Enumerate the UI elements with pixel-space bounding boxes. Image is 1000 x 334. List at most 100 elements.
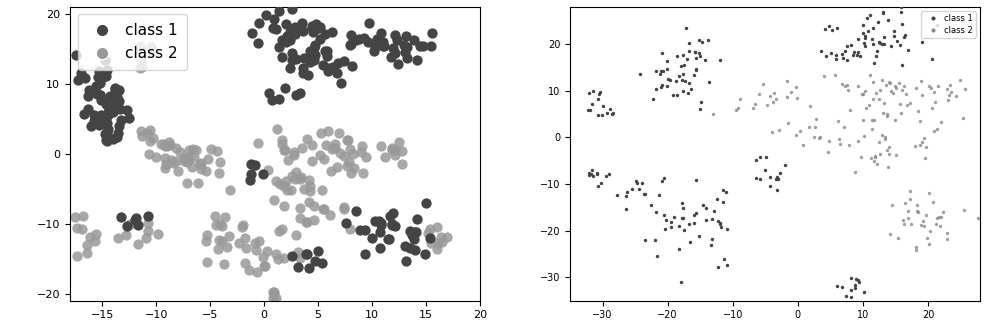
Point: [795, 142, 811, 147]
Point: [856, 289, 872, 294]
Point: [342, 42, 358, 47]
Point: [828, 57, 844, 62]
Point: [138, 235, 154, 240]
Point: [839, 43, 855, 48]
Point: [896, 84, 912, 89]
Point: [375, 40, 391, 45]
Point: [284, 254, 300, 259]
Point: [821, 138, 837, 143]
Point: [813, 48, 829, 53]
Point: [296, 186, 312, 191]
Point: [715, 199, 731, 205]
Point: [865, 26, 881, 31]
Point: [348, 37, 364, 42]
Point: [880, 165, 896, 170]
Point: [912, 118, 928, 123]
Point: [651, 192, 667, 197]
Point: [377, 155, 393, 160]
Point: [364, 235, 380, 240]
Point: [290, 265, 306, 270]
Point: [675, 53, 691, 58]
Point: [769, 174, 785, 179]
Point: [824, 27, 840, 32]
Point: [387, 50, 403, 56]
Point: [251, 238, 267, 244]
Point: [871, 97, 887, 102]
Point: [893, 5, 909, 10]
Point: [802, 104, 818, 109]
Point: [399, 44, 415, 49]
Point: [180, 155, 196, 160]
Point: [659, 66, 675, 72]
Point: [841, 142, 857, 148]
Point: [301, 199, 317, 204]
Point: [341, 159, 357, 164]
Point: [259, 248, 275, 254]
Point: [902, 196, 918, 201]
Point: [373, 220, 389, 225]
Point: [170, 168, 186, 173]
Point: [692, 106, 708, 111]
Point: [887, 118, 903, 123]
Point: [823, 50, 839, 56]
Point: [893, 110, 909, 115]
Point: [663, 224, 679, 229]
Point: [286, 27, 302, 32]
Point: [874, 77, 890, 83]
Point: [675, 89, 691, 94]
Point: [274, 37, 290, 42]
Point: [862, 72, 878, 77]
Point: [688, 210, 704, 215]
Point: [88, 231, 104, 237]
Point: [158, 161, 174, 167]
Point: [92, 80, 108, 86]
Point: [894, 62, 910, 67]
Point: [834, 51, 850, 56]
Point: [593, 180, 609, 186]
Point: [231, 240, 247, 245]
Point: [637, 192, 653, 197]
Point: [357, 227, 373, 232]
Point: [243, 171, 259, 177]
Point: [907, 143, 923, 148]
Point: [682, 239, 698, 244]
Point: [344, 63, 360, 68]
Point: [308, 21, 324, 26]
Point: [423, 240, 439, 245]
Point: [422, 226, 438, 231]
Point: [914, 39, 930, 44]
Point: [132, 43, 148, 48]
Point: [319, 49, 335, 54]
Point: [288, 170, 304, 175]
Point: [277, 86, 293, 91]
Point: [121, 115, 137, 121]
Point: [933, 214, 949, 219]
Point: [713, 224, 729, 229]
Point: [783, 89, 799, 94]
Point: [879, 147, 895, 152]
Point: [140, 220, 156, 225]
Point: [918, 145, 934, 150]
Point: [843, 42, 859, 48]
Point: [372, 229, 388, 234]
Point: [704, 216, 720, 221]
Point: [884, 203, 900, 208]
Point: [186, 155, 202, 160]
Point: [268, 251, 284, 257]
Point: [719, 262, 735, 268]
Point: [384, 148, 400, 153]
Point: [140, 213, 156, 219]
Point: [307, 258, 323, 264]
Point: [97, 131, 113, 137]
Point: [779, 94, 795, 100]
Point: [318, 142, 334, 148]
Point: [237, 261, 253, 266]
Legend: class 1, class 2: class 1, class 2: [921, 11, 976, 38]
Point: [705, 112, 721, 117]
Point: [869, 48, 885, 53]
Point: [692, 53, 708, 58]
Point: [818, 53, 834, 59]
Point: [270, 256, 286, 261]
Point: [929, 215, 945, 220]
Point: [248, 247, 264, 253]
